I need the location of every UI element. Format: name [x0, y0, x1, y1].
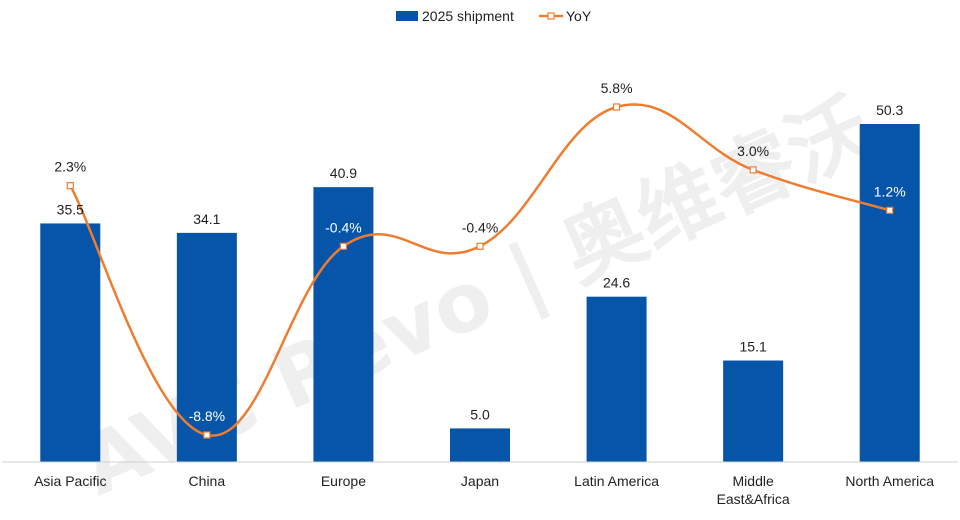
legend: 2025 shipment YoY [396, 8, 592, 24]
bar [586, 296, 647, 462]
bar [313, 187, 374, 462]
legend-bar-label: 2025 shipment [422, 8, 514, 24]
bars-layer [40, 124, 920, 462]
x-tick-label: Japan [461, 473, 499, 489]
x-tick-label: Middle East&Africa [717, 473, 790, 507]
yoy-point [66, 182, 74, 190]
yoy-point [749, 166, 757, 174]
bar-value-label: 40.9 [330, 165, 357, 181]
x-tick-label: Latin America [574, 473, 659, 489]
yoy-point [339, 242, 348, 250]
yoy-value-label: 5.8% [601, 80, 633, 96]
yoy-point [476, 242, 484, 250]
bar-value-label: 15.1 [740, 339, 767, 355]
x-tick-label: China [189, 473, 226, 489]
bar-value-label: 34.1 [193, 211, 220, 227]
yoy-line [69, 103, 891, 437]
bar-value-label: 5.0 [470, 406, 490, 422]
x-tick-label: North America [845, 473, 934, 489]
bar-value-label: 50.3 [876, 102, 903, 118]
x-tick-label: Europe [321, 473, 366, 489]
labels-layer: 35.5 34.1 40.9 5.0 24.6 15.1 50.3 2.3% -8.8% -0.4… [54, 80, 905, 424]
yoy-value-label: -0.4% [462, 219, 499, 235]
yoy-value-label: -8.8% [189, 408, 226, 424]
legend-line-label: YoY [566, 8, 592, 24]
bar [450, 428, 510, 462]
yoy-point [612, 103, 621, 111]
bar-value-label: 35.5 [57, 201, 84, 217]
yoy-point [886, 206, 894, 214]
yoy-point [203, 431, 211, 439]
yoy-value-label: -0.4% [325, 219, 362, 235]
x-tick-label: Asia Pacific [34, 473, 106, 489]
yoy-value-label: 1.2% [874, 183, 906, 199]
bar [859, 124, 920, 462]
yoy-line-layer [66, 103, 894, 439]
yoy-value-label: 3.0% [737, 143, 769, 159]
bar [723, 360, 784, 462]
x-axis-ticks: Asia Pacific China Europe Japan Latin Americ… [34, 473, 934, 507]
legend-line-marker [547, 12, 555, 20]
yoy-value-label: 2.3% [54, 159, 86, 175]
legend-bar-swatch [396, 11, 418, 21]
bar-value-label: 24.6 [603, 275, 630, 291]
bar [176, 232, 237, 462]
bar [40, 223, 101, 462]
